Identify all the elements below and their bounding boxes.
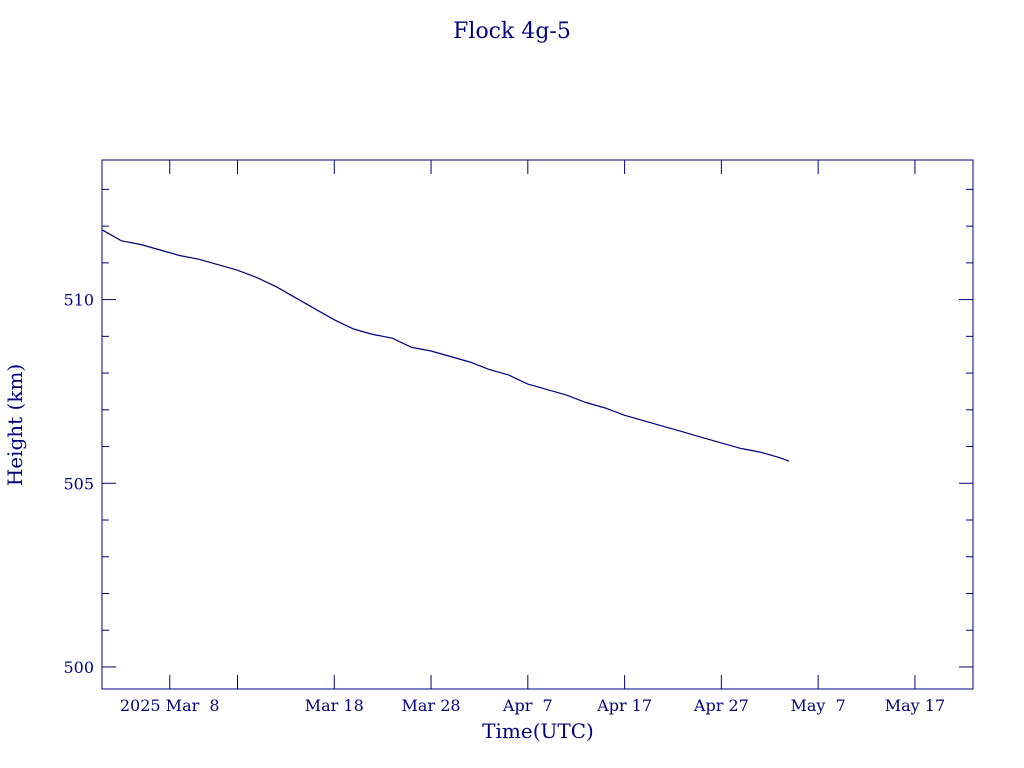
y-axis-label: Height (km) (3, 364, 27, 486)
series-line-height (101, 229, 790, 462)
x-tick-label: Apr 27 (693, 696, 749, 715)
x-tick-label: Apr 17 (596, 696, 652, 715)
x-tick-label: May 17 (885, 696, 945, 715)
x-tick-label: Apr 7 (502, 696, 553, 715)
y-tick-label: 505 (63, 474, 94, 493)
x-axis-label: Time(UTC) (482, 719, 594, 743)
y-axis-ticks: 500 505 510 (63, 188, 973, 677)
x-axis-ticks: 2025 Mar 8 Mar 18 Mar 28 Apr 7 Apr 17 Apr 27 M… (120, 160, 945, 715)
y-tick-label: 500 (63, 658, 94, 677)
plot-frame (101, 159, 974, 690)
y-tick-label: 510 (63, 291, 94, 310)
x-tick-label: May 7 (790, 696, 845, 715)
x-tick-label: Mar 18 (305, 696, 364, 715)
x-tick-label: Mar 28 (402, 696, 461, 715)
x-tick-label: 2025 Mar 8 (120, 696, 220, 715)
chart-title: Flock 4g-5 (453, 19, 571, 44)
